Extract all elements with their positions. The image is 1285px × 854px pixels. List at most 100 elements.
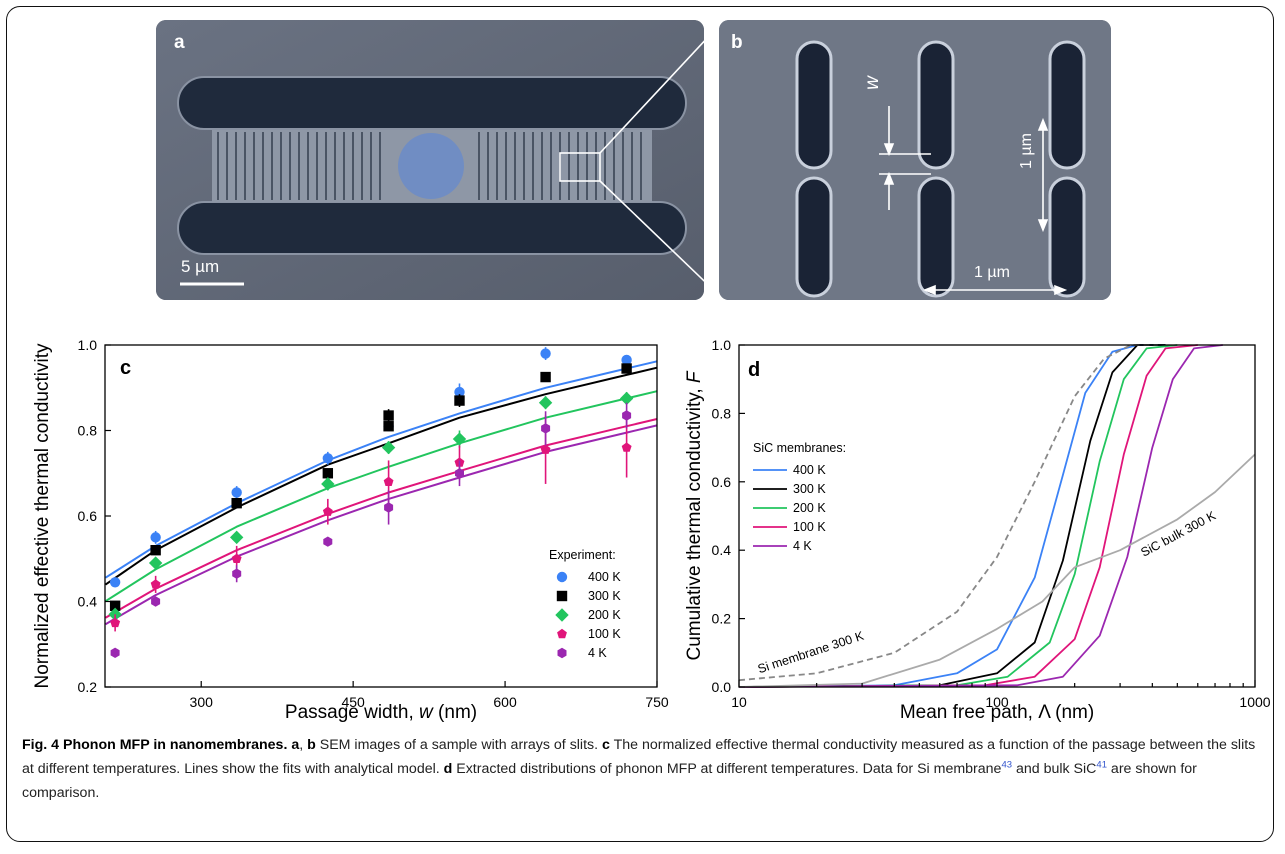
chart-c-fit-line [104,418,658,619]
w-label: w [861,76,883,90]
chart-c-point [232,568,242,579]
chart-c-point [383,421,394,432]
chart-d-legend-label: 400 K [793,463,826,477]
caption-b: b [307,737,316,753]
chart-c-legend-marker [557,628,567,639]
scale-bar-label: 5 µm [181,257,220,276]
sem-image-a: a 5 µm [156,20,704,300]
chart-c-legend-marker [557,647,567,659]
chart-c-legend-label: 200 K [588,608,621,622]
chart-c-fit-line [104,360,658,579]
chart-c-point [381,440,396,455]
chart-c-point [383,410,394,421]
chart-d-xtick-label: 1000 [1239,694,1270,710]
caption-end: are shown for comparison. [22,761,1197,801]
chart-c-ylabel: Normalized effective thermal conductivit… [32,343,53,688]
chart-c-xtick-label: 600 [493,694,517,710]
chart-d-ytick-label: 0.8 [712,405,732,421]
chart-c-point [538,396,553,410]
panel-letter-d: d [748,359,760,381]
chart-c-point [322,506,333,516]
chart-c-legend-label: 400 K [588,570,621,584]
chart-c-point [109,600,121,611]
chart-d-axes [738,344,1256,688]
chart-c-point [323,536,333,547]
chart-c-point [151,596,161,607]
caption-c-text: The normalized effective thermal conduct… [22,737,1256,777]
chart-c-point [231,553,242,563]
chart-c-point [540,348,551,359]
chart-c-xtick-label: 750 [645,694,669,710]
chart-d-xtick-label: 100 [985,694,1009,710]
chart-c-legend-marker [555,608,569,622]
chart-d-ytick-label: 0.0 [712,679,732,695]
chart-d-series-line [738,344,1166,688]
chart-d-ytick-label: 0.4 [712,542,732,558]
caption-ref-43[interactable]: 43 [1001,759,1013,771]
chart-c-point [231,487,242,498]
chart-c-fit-line [104,424,658,626]
chart-c-point [622,410,632,421]
chart-d-legend-label: 300 K [793,482,826,496]
chart-c-fit-line [104,366,658,586]
chart-d-xtick-label: 10 [731,694,747,710]
chart-d-legend-label: 200 K [793,501,826,515]
caption-d-text: Extracted distributions of phonon MFP at… [452,761,1002,777]
chart-c-point [322,468,334,479]
chart-c-point [621,442,632,452]
chart-c-point [322,453,334,464]
chart-c-ytick-label: 0.2 [78,679,98,695]
caption-d: d [443,761,453,777]
caption-title: Fig. 4 Phonon MFP in nanomembranes. [22,737,288,753]
caption-ref-41[interactable]: 41 [1096,759,1107,771]
chart-c-point [321,477,335,491]
chart-c-legend-label: 100 K [588,627,621,641]
chart-d-series-line [738,344,1158,682]
panel-letter-c: c [120,357,131,379]
chart-c-legend-title: Experiment: [549,548,616,562]
chart-d-ytick-label: 0.6 [712,474,732,490]
chart-c-point [231,497,242,509]
chart-c-point [452,432,467,446]
chart-d-legend-label: 100 K [793,520,826,534]
chart-c-xtick-label: 450 [341,694,365,710]
chart-c-xlabel: Passage width, w (nm) [285,702,477,723]
chart-c-legend-marker [556,590,568,602]
chart-c-legend-label: 300 K [588,589,621,603]
chart-c-ytick-label: 0.8 [78,423,98,439]
chart-c-point [109,577,121,588]
chart-c-point [110,617,121,628]
chart-c-point [150,579,161,589]
chart-c: 300 450 600 750 0.2 0.4 0.6 0.8 1.0 c Passage wi… [14,302,674,724]
chart-d-ytick-label: 1.0 [712,337,732,353]
chart-d-series-line [738,453,1256,688]
chart-c-point [621,363,632,374]
chart-c-ytick-label: 0.6 [78,508,98,524]
chart-c-point [150,532,161,543]
chart-d-series-line [738,344,1198,688]
chart-c-point [148,556,163,570]
chart-d-series-line [738,344,1166,688]
panel-letter-b: b [731,32,743,53]
chart-c-xtick-label: 300 [190,694,214,710]
chart-c-point [229,530,244,545]
chart-c-point [110,647,120,658]
chart-d: 10 100 1000 0.0 0.2 0.4 0.6 0.8 1.0 d Mean free … [680,302,1271,724]
sem-image-b: b w 1 µm 1 µm [719,20,1111,300]
horizontal-1um-label: 1 µm [974,264,1010,281]
sem-b-graphic [719,20,1111,300]
caption-mid: and bulk SiC [1012,761,1097,777]
chart-c-point [540,371,551,383]
chart-c-fit-line [104,390,658,603]
chart-c-point [455,468,464,479]
chart-d-legend-title: SiC membranes: [753,441,846,455]
chart-d-legend-label: 4 K [793,539,812,553]
figure-caption: Fig. 4 Phonon MFP in nanomembranes. a, b… [22,733,1262,805]
chart-c-point [383,476,394,486]
chart-c-point [619,391,634,406]
chart-c-legend-marker [556,571,568,583]
sem-a-graphic [156,20,704,300]
caption-c: c [602,737,610,753]
chart-c-point [621,354,632,366]
chart-d-series-line [738,344,1223,688]
